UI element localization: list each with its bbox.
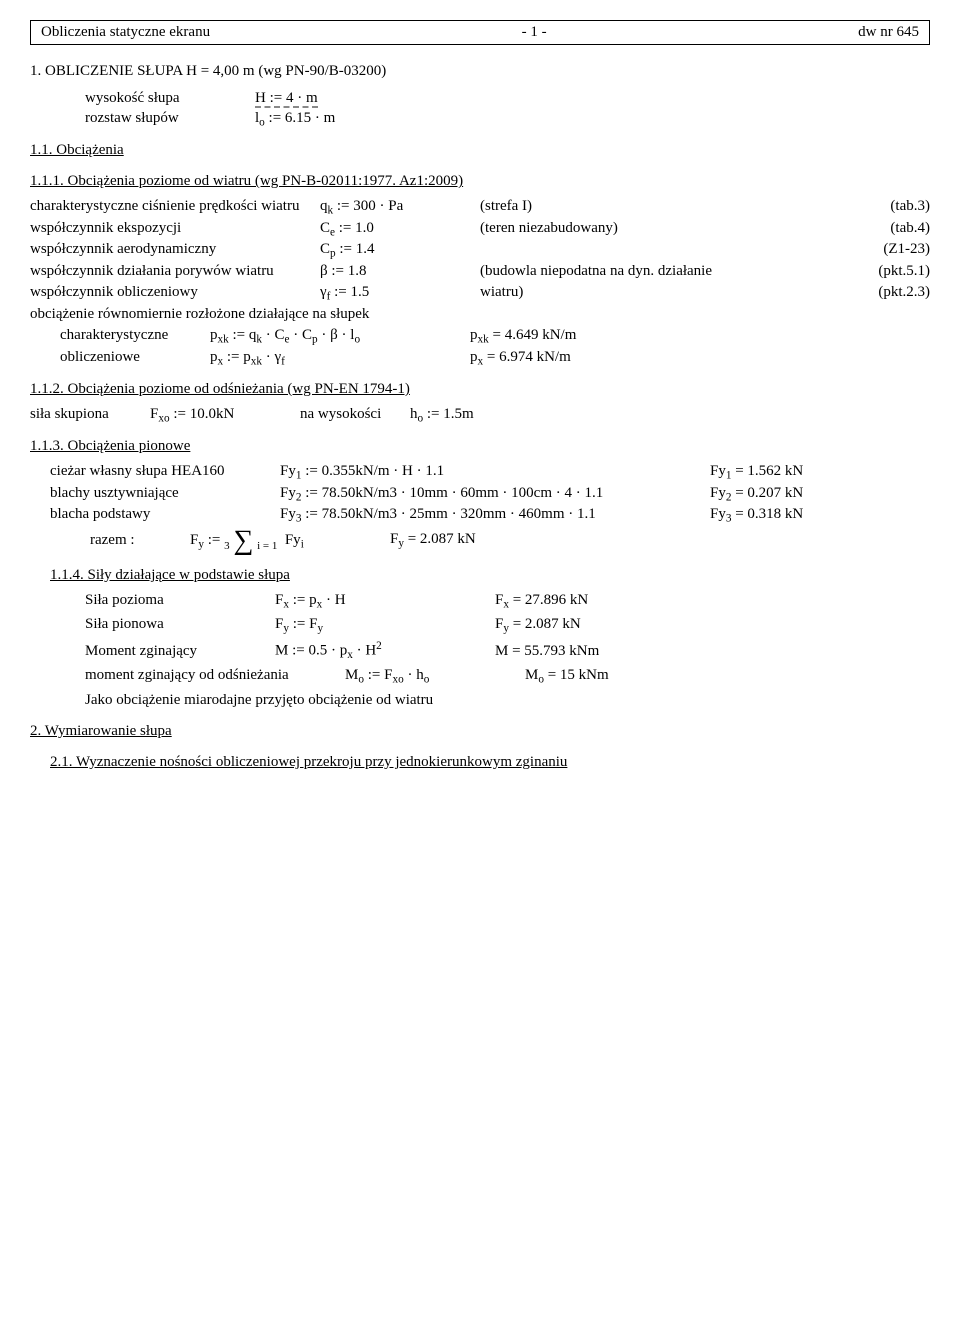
height-row: wysokość słupa H := 4 · m xyxy=(85,90,930,107)
section-1-1-3-title: 1.1.3. Obciążenia pionowe xyxy=(30,438,930,455)
snow-expr2: ho := 1.5m xyxy=(410,406,474,424)
section-1-1-4-title: 1.1.4. Siły działające w podstawie słupa xyxy=(50,567,930,584)
force-label: Moment zginający xyxy=(85,643,275,660)
sigma-icon: ∑ xyxy=(233,525,253,556)
force-row-2: Siła pionowa Fy := Fy Fy = 2.087 kN xyxy=(85,616,930,634)
spacing-row: rozstaw słupów lo := 6.15 · m xyxy=(85,110,930,128)
force-expr: M := 0.5 · px · H2 xyxy=(275,640,495,661)
vload-label: blacha podstawy xyxy=(50,506,280,523)
vload-expr: Fy3 := 78.50kN/m3 · 25mm · 320mm · 460mm… xyxy=(280,506,710,524)
section-1-1-title: 1.1. Obciążenia xyxy=(30,142,930,159)
force-row-3: Moment zginający M := 0.5 · px · H2 M = … xyxy=(85,640,930,661)
height-label: wysokość słupa xyxy=(85,90,255,107)
param-expr: γf := 1.5 xyxy=(320,284,480,302)
vload-row-1: cieżar własny słupa HEA160 Fy1 := 0.355k… xyxy=(30,463,930,481)
force-label: moment zginający od odśnieżania xyxy=(85,667,345,684)
param-row-3: współczynnik działania porywów wiatru β … xyxy=(30,263,930,281)
vertical-loads: cieżar własny słupa HEA160 Fy1 := 0.355k… xyxy=(30,463,930,552)
force-note: Jako obciążenie miarodajne przyjęto obci… xyxy=(85,692,930,709)
force-expr: Fy := Fy xyxy=(275,616,495,634)
base-forces: Siła pozioma Fx := px · H Fx = 27.896 kN… xyxy=(30,592,930,709)
force-result: Fx = 27.896 kN xyxy=(495,592,695,610)
snow-label: siła skupiona xyxy=(30,406,150,423)
spacing-label: rozstaw słupów xyxy=(85,110,255,127)
sum-label: razem : xyxy=(90,532,190,549)
spacing-expr: lo := 6.15 · m xyxy=(255,110,335,128)
param-label: współczynnik ekspozycji xyxy=(30,220,320,237)
force-expr: Mo := Fxo · ho xyxy=(345,667,525,685)
vload-row-2: blachy usztywniające Fy2 := 78.50kN/m3 ·… xyxy=(30,485,930,503)
obl-result: px = 6.974 kN/m xyxy=(470,349,571,367)
param-row-4: współczynnik obliczeniowy γf := 1.5 wiat… xyxy=(30,284,930,302)
param-expr: Cp := 1.4 xyxy=(320,241,480,259)
char-label: charakterystyczne xyxy=(60,327,210,344)
sum-result: Fy = 2.087 kN xyxy=(390,531,476,549)
page-header: Obliczenia statyczne ekranu - 1 - dw nr … xyxy=(30,20,930,45)
force-expr: Fx := px · H xyxy=(275,592,495,610)
section-1-title: 1. OBLICZENIE SŁUPA H = 4,00 m (wg PN-90… xyxy=(30,63,930,80)
param-note: (strefa I) xyxy=(480,198,860,215)
param-ref: (pkt.2.3) xyxy=(860,284,930,301)
param-row-1: współczynnik ekspozycji Ce := 1.0 (teren… xyxy=(30,220,930,238)
param-ref: (tab.3) xyxy=(860,198,930,215)
param-label: współczynnik działania porywów wiatru xyxy=(30,263,320,280)
param-label: współczynnik obliczeniowy xyxy=(30,284,320,301)
force-result: M = 55.793 kNm xyxy=(495,643,695,660)
sum-expr: Fy := 3 ∑ i = 1 Fyi xyxy=(190,528,390,553)
vload-result: Fy3 = 0.318 kN xyxy=(710,506,803,524)
snow-row: siła skupiona Fxo := 10.0kN na wysokości… xyxy=(30,406,930,424)
param-expr: Ce := 1.0 xyxy=(320,220,480,238)
vload-expr: Fy2 := 78.50kN/m3 · 10mm · 60mm · 100cm … xyxy=(280,485,710,503)
force-row-4: moment zginający od odśnieżania Mo := Fx… xyxy=(85,667,930,685)
header-left: Obliczenia statyczne ekranu xyxy=(41,24,210,41)
header-right: dw nr 645 xyxy=(858,24,919,41)
snow-expr: Fxo := 10.0kN xyxy=(150,406,300,424)
param-ref: (tab.4) xyxy=(860,220,930,237)
param-row-2: współczynnik aerodynamiczny Cp := 1.4 (Z… xyxy=(30,241,930,259)
vload-result: Fy1 = 1.562 kN xyxy=(710,463,803,481)
obl-row: obliczeniowe px := pxk · γf px = 6.974 k… xyxy=(60,349,930,367)
section-2-title: 2. Wymiarowanie słupa xyxy=(30,723,930,740)
vload-sum: razem : Fy := 3 ∑ i = 1 Fyi Fy = 2.087 k… xyxy=(30,528,930,553)
obl-expr: px := pxk · γf xyxy=(210,349,470,367)
header-center: - 1 - xyxy=(522,24,547,41)
param-ref: (Z1-23) xyxy=(860,241,930,258)
height-expr: H := 4 · m xyxy=(255,90,318,107)
param-note: (budowla niepodatna na dyn. działanie xyxy=(480,263,860,280)
section-1-1-1-title: 1.1.1. Obciążenia poziome od wiatru (wg … xyxy=(30,173,930,190)
vload-row-3: blacha podstawy Fy3 := 78.50kN/m3 · 25mm… xyxy=(30,506,930,524)
param-label: współczynnik aerodynamiczny xyxy=(30,241,320,258)
force-label: Siła pozioma xyxy=(85,592,275,609)
vload-result: Fy2 = 0.207 kN xyxy=(710,485,803,503)
vload-label: cieżar własny słupa HEA160 xyxy=(50,463,280,480)
char-row: charakterystyczne pxk := qk · Ce · Cp · … xyxy=(60,327,930,345)
force-label: Siła pionowa xyxy=(85,616,275,633)
param-expr: qk := 300 · Pa xyxy=(320,198,480,216)
vload-expr: Fy1 := 0.355kN/m · H · 1.1 xyxy=(280,463,710,481)
param-ref: (pkt.5.1) xyxy=(860,263,930,280)
wind-params: charakterystyczne ciśnienie prędkości wi… xyxy=(30,198,930,302)
obc-line: obciążenie równomiernie rozłożone działa… xyxy=(30,306,930,323)
param-expr: β := 1.8 xyxy=(320,263,480,281)
param-note: (teren niezabudowany) xyxy=(480,220,860,237)
param-note: wiatru) xyxy=(480,284,860,301)
section-1-1-2-title: 1.1.2. Obciążenia poziome od odśnieżania… xyxy=(30,381,930,398)
snow-label2: na wysokości xyxy=(300,406,410,423)
force-row-1: Siła pozioma Fx := px · H Fx = 27.896 kN xyxy=(85,592,930,610)
param-label: charakterystyczne ciśnienie prędkości wi… xyxy=(30,198,320,215)
vload-label: blachy usztywniające xyxy=(50,485,280,502)
param-row-0: charakterystyczne ciśnienie prędkości wi… xyxy=(30,198,930,216)
char-expr: pxk := qk · Ce · Cp · β · lo xyxy=(210,327,470,345)
obl-label: obliczeniowe xyxy=(60,349,210,366)
force-result: Mo = 15 kNm xyxy=(525,667,725,685)
section-2-1-title: 2.1. Wyznaczenie nośności obliczeniowej … xyxy=(50,754,930,771)
force-result: Fy = 2.087 kN xyxy=(495,616,695,634)
char-result: pxk = 4.649 kN/m xyxy=(470,327,576,345)
